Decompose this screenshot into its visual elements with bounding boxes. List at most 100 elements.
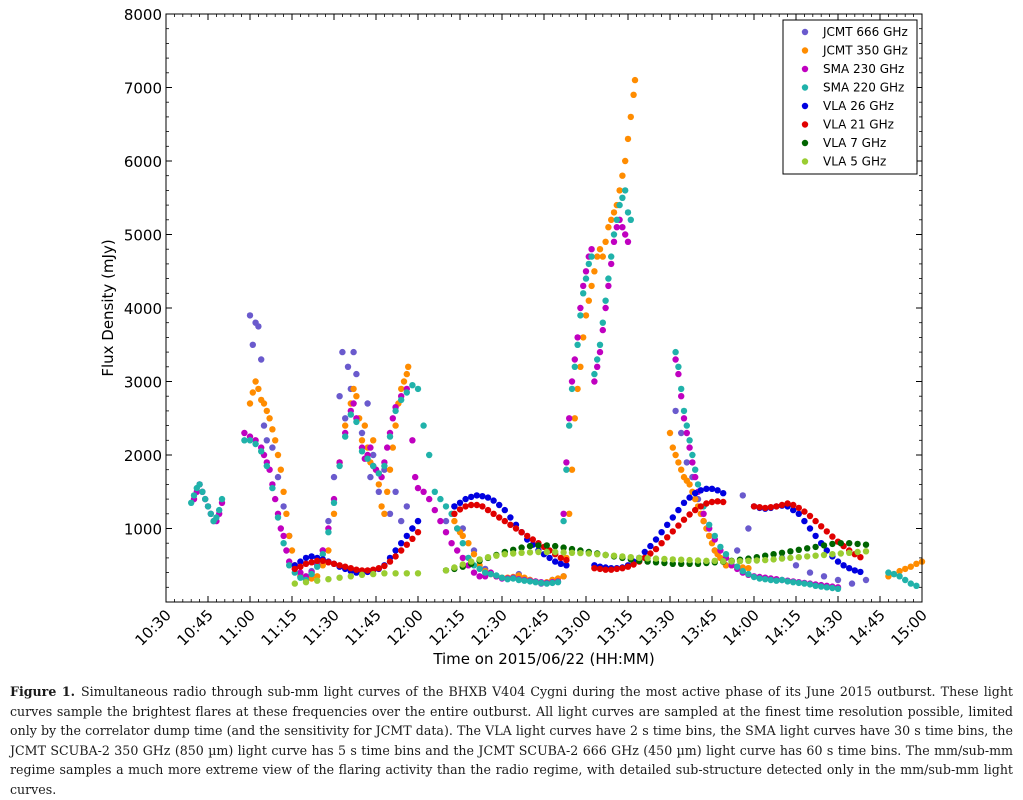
data-point bbox=[358, 448, 366, 455]
data-point bbox=[344, 363, 352, 370]
data-point bbox=[501, 506, 508, 514]
data-point bbox=[566, 510, 573, 517]
x-tick-label: 15:00 bbox=[888, 606, 931, 649]
data-point bbox=[722, 551, 730, 558]
data-point bbox=[277, 525, 284, 532]
data-point bbox=[378, 503, 385, 510]
data-point bbox=[291, 565, 298, 573]
data-point bbox=[608, 253, 615, 260]
legend-marker bbox=[801, 121, 809, 128]
data-point bbox=[591, 378, 598, 385]
data-point bbox=[784, 500, 791, 507]
data-point bbox=[571, 363, 578, 370]
data-point bbox=[370, 437, 377, 444]
data-point bbox=[392, 407, 399, 415]
data-point bbox=[734, 547, 741, 554]
data-point bbox=[661, 555, 668, 563]
data-point bbox=[568, 549, 576, 556]
data-point bbox=[778, 501, 786, 509]
data-point bbox=[596, 348, 604, 356]
data-point bbox=[543, 548, 550, 556]
data-point bbox=[454, 525, 461, 532]
data-point bbox=[451, 503, 458, 510]
data-point bbox=[692, 506, 699, 514]
data-point bbox=[790, 501, 797, 509]
data-point bbox=[325, 517, 332, 525]
data-point bbox=[773, 503, 780, 510]
data-point bbox=[370, 566, 377, 573]
data-layer bbox=[188, 76, 926, 592]
data-point bbox=[364, 400, 371, 407]
data-point bbox=[708, 485, 716, 492]
data-point bbox=[717, 543, 724, 551]
data-point bbox=[367, 444, 374, 451]
data-point bbox=[778, 549, 786, 556]
data-point bbox=[384, 444, 391, 451]
data-point bbox=[526, 578, 534, 585]
legend-entry: JCMT 666 GHz bbox=[822, 25, 908, 39]
legend-marker bbox=[801, 139, 809, 147]
data-point bbox=[686, 437, 693, 444]
data-point bbox=[286, 532, 293, 540]
data-point bbox=[518, 544, 525, 551]
data-point bbox=[770, 551, 777, 558]
data-point bbox=[493, 552, 500, 559]
data-point bbox=[627, 216, 634, 223]
data-point bbox=[479, 503, 486, 510]
data-point bbox=[482, 569, 489, 576]
data-point bbox=[602, 297, 609, 304]
data-point bbox=[563, 466, 570, 473]
data-point bbox=[319, 562, 326, 569]
data-point bbox=[692, 466, 699, 473]
data-point bbox=[263, 462, 270, 470]
data-point bbox=[501, 517, 508, 525]
legend-entry: SMA 230 GHz bbox=[823, 62, 904, 76]
data-point bbox=[619, 194, 626, 201]
data-point bbox=[619, 224, 626, 231]
data-point bbox=[204, 503, 212, 510]
series-vla-5-ghz bbox=[291, 548, 870, 587]
data-point bbox=[493, 572, 500, 579]
data-point bbox=[538, 579, 545, 587]
data-point bbox=[557, 560, 564, 567]
data-point bbox=[571, 356, 578, 363]
x-tick-label: 12:30 bbox=[468, 606, 511, 649]
data-point bbox=[594, 253, 601, 260]
series-vla-26-ghz bbox=[291, 485, 864, 576]
data-point bbox=[795, 554, 802, 561]
data-point bbox=[518, 529, 525, 536]
data-point bbox=[568, 378, 576, 385]
data-point bbox=[762, 552, 769, 559]
data-point bbox=[720, 490, 727, 497]
data-point bbox=[630, 91, 637, 99]
legend-entry: VLA 5 GHz bbox=[823, 155, 886, 169]
data-point bbox=[288, 547, 296, 554]
data-point bbox=[403, 532, 410, 540]
data-point bbox=[529, 536, 536, 543]
data-point bbox=[409, 437, 416, 444]
data-point bbox=[479, 493, 486, 500]
data-point bbox=[272, 437, 279, 444]
data-point bbox=[308, 553, 315, 560]
legend-marker bbox=[801, 158, 809, 165]
data-point bbox=[647, 542, 654, 550]
data-point bbox=[750, 503, 758, 510]
data-point bbox=[249, 389, 256, 396]
data-point bbox=[739, 492, 746, 499]
data-point bbox=[680, 516, 688, 523]
data-point bbox=[459, 540, 466, 547]
data-point bbox=[596, 246, 604, 253]
data-point bbox=[353, 393, 360, 400]
data-point bbox=[588, 282, 595, 290]
x-tick-label: 11:15 bbox=[258, 606, 301, 649]
light-curve-chart: 1000 2000 3000 4000 5000 6000 7000 8000 10:3010:… bbox=[99, 6, 931, 668]
data-point bbox=[392, 547, 399, 554]
data-point bbox=[451, 510, 458, 517]
data-point bbox=[829, 540, 836, 548]
data-point bbox=[672, 407, 679, 415]
legend-entry: SMA 220 GHz bbox=[823, 81, 904, 95]
data-point bbox=[498, 574, 506, 581]
data-point bbox=[255, 385, 262, 393]
data-point bbox=[454, 547, 461, 554]
data-point bbox=[370, 451, 377, 459]
